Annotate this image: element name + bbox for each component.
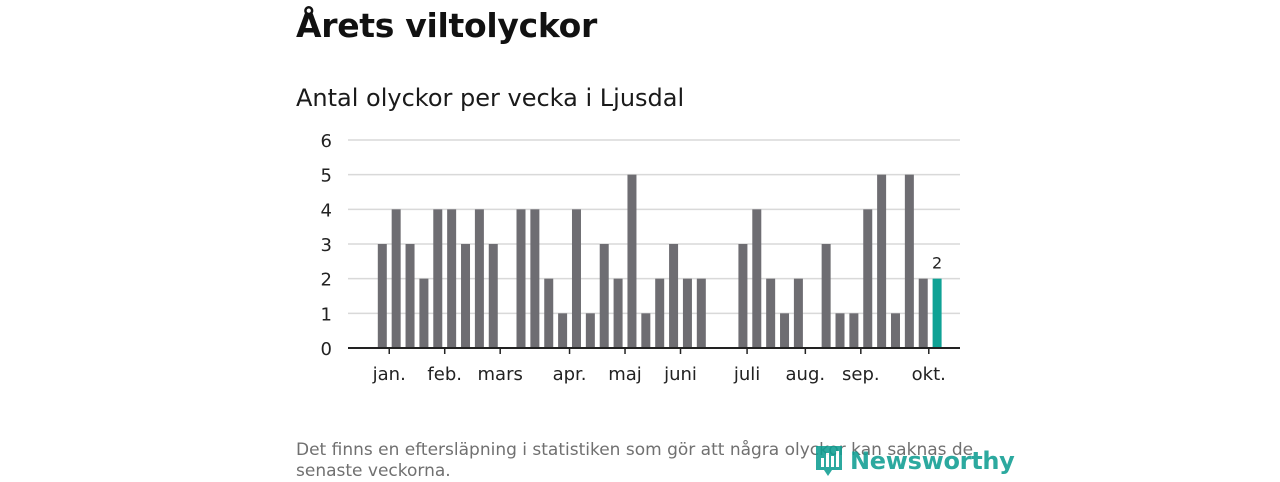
- bar: [904, 174, 914, 348]
- x-tick-label: feb.: [427, 364, 462, 385]
- bar: [863, 209, 873, 348]
- y-tick-label: 6: [321, 131, 332, 152]
- bar: [793, 278, 803, 348]
- footnote: Det finns en eftersläpning i statistiken…: [296, 440, 974, 481]
- bar: [682, 278, 692, 348]
- bar: [558, 313, 568, 348]
- logo-text: Newsworthy: [850, 447, 1015, 475]
- newsworthy-logo-icon: [816, 446, 842, 476]
- bar: [780, 313, 790, 348]
- bar: [877, 174, 887, 348]
- bar: [461, 244, 471, 348]
- chart-subtitle: Antal olyckor per vecka i Ljusdal: [296, 84, 685, 112]
- bar: [419, 278, 429, 348]
- bar: [447, 209, 457, 348]
- bar: [669, 244, 679, 348]
- bars: [377, 174, 942, 348]
- y-tick-label: 2: [321, 270, 332, 291]
- bar: [544, 278, 554, 348]
- bar-highlight: [932, 278, 942, 348]
- x-tick-label: maj: [608, 364, 642, 385]
- bar: [821, 244, 831, 348]
- y-tick-label: 3: [321, 235, 332, 256]
- bar: [655, 278, 665, 348]
- bar: [752, 209, 762, 348]
- data-label-highlight: 2: [932, 254, 942, 273]
- y-axis-ticks: 0 1 2 3 4 5 6: [321, 131, 332, 360]
- bar: [835, 313, 845, 348]
- bar: [738, 244, 748, 348]
- chart-title: Årets viltolyckor: [296, 6, 597, 45]
- x-tick-label: mars: [478, 364, 523, 385]
- bar: [488, 244, 498, 348]
- x-tick-label: apr.: [553, 364, 587, 385]
- bar: [571, 209, 581, 348]
- y-tick-label: 5: [321, 166, 332, 187]
- bar: [849, 313, 859, 348]
- bar: [696, 278, 706, 348]
- bar: [585, 313, 595, 348]
- bar: [599, 244, 609, 348]
- bar: [474, 209, 484, 348]
- bar: [433, 209, 443, 348]
- x-tick-label: okt.: [912, 364, 946, 385]
- x-tick-label: juli: [733, 364, 760, 385]
- newsworthy-logo: Newsworthy: [814, 444, 1015, 478]
- bar: [627, 174, 637, 348]
- bar: [377, 244, 387, 348]
- y-tick-label: 1: [321, 304, 332, 325]
- x-tick-label: sep.: [842, 364, 880, 385]
- x-tick-label: jan.: [372, 364, 406, 385]
- bar: [530, 209, 540, 348]
- y-tick-label: 0: [321, 339, 332, 360]
- x-axis-ticks: jan. feb. mars apr. maj juni juli aug. sep. okt.: [372, 348, 946, 385]
- bar: [405, 244, 415, 348]
- bar: [890, 313, 900, 348]
- bar: [516, 209, 526, 348]
- x-tick-label: juni: [663, 364, 697, 385]
- bar: [918, 278, 928, 348]
- bar: [766, 278, 776, 348]
- x-tick-label: aug.: [786, 364, 826, 385]
- bar: [391, 209, 401, 348]
- y-tick-label: 4: [321, 200, 332, 221]
- bar: [641, 313, 651, 348]
- data-labels: 2: [932, 254, 942, 273]
- bar: [613, 278, 623, 348]
